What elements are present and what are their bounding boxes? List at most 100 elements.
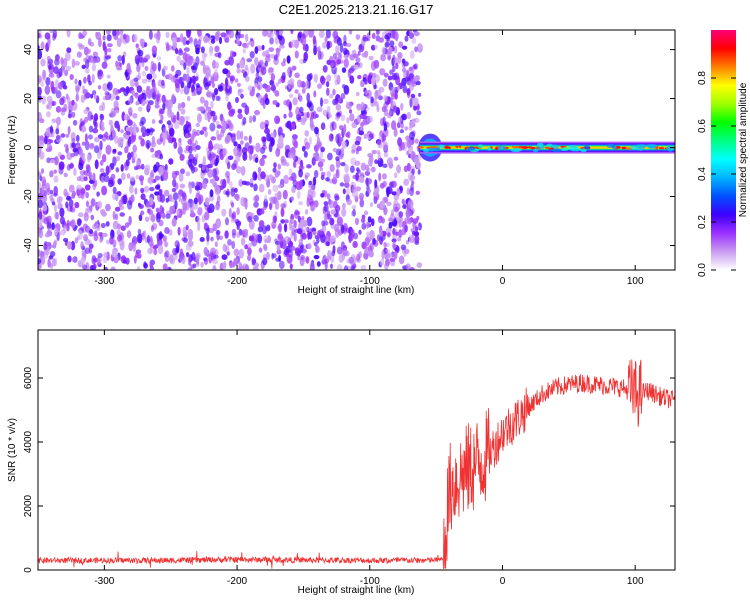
heatmap-cell — [208, 80, 212, 87]
heatmap-cell — [71, 257, 77, 263]
heatmap-cell — [83, 212, 89, 222]
heatmap-cell — [276, 244, 281, 253]
heatmap-cell — [320, 174, 325, 181]
heatmap-cell — [276, 30, 280, 37]
heatmap-cell — [87, 134, 93, 140]
heatmap-cell — [102, 136, 107, 142]
heatmap-cell — [149, 127, 154, 136]
heatmap-cell — [167, 137, 172, 144]
heatmap-cell — [125, 159, 130, 167]
heatmap-cell — [70, 219, 76, 229]
heatmap-cell — [280, 207, 285, 218]
heatmap-cell — [300, 117, 307, 126]
heatmap-cell — [71, 138, 76, 143]
heatmap-cell — [377, 215, 383, 224]
heatmap-cell — [141, 132, 146, 138]
heatmap-cell — [366, 231, 370, 238]
heatmap-cell — [341, 224, 345, 234]
heatmap-cell — [285, 245, 291, 254]
heatmap-cell — [393, 251, 398, 260]
x-tick-label: -300 — [94, 276, 114, 287]
figure-title: C2E1.2025.213.21.16.G17 — [279, 2, 434, 17]
heatmap-cell — [133, 77, 139, 82]
heatmap-cell — [180, 102, 186, 109]
heatmap-cell — [306, 197, 310, 208]
heatmap-cell — [172, 205, 176, 212]
heatmap-cell — [135, 43, 139, 48]
heatmap-cell — [225, 217, 229, 226]
heatmap-cell — [58, 67, 63, 78]
heatmap-cell — [320, 122, 326, 130]
heatmap-cell — [195, 122, 200, 128]
heatmap-cell — [206, 233, 210, 242]
heatmap-cell — [319, 150, 324, 159]
heatmap-cell — [93, 137, 100, 143]
heatmap-cell — [107, 48, 112, 53]
heatmap-cell — [96, 256, 101, 266]
heatmap-cell — [185, 252, 190, 258]
heatmap-cell — [338, 137, 344, 142]
heatmap-cell — [411, 230, 416, 236]
heatmap-cell — [235, 166, 242, 174]
heatmap-cell — [156, 56, 162, 61]
heatmap-cell — [273, 215, 277, 223]
heatmap-cell — [260, 171, 266, 180]
heatmap-cell — [51, 222, 55, 230]
heatmap-cell — [79, 170, 86, 176]
heatmap-cell — [249, 115, 253, 124]
heatmap-cell — [73, 167, 77, 176]
heatmap-cell — [308, 180, 312, 186]
heatmap-cell — [59, 97, 65, 106]
colorbar-tick-label: 0.8 — [697, 71, 708, 85]
heatmap-cell — [379, 68, 386, 76]
heatmap-cell — [71, 99, 75, 106]
heatmap-cell — [66, 30, 71, 38]
heatmap-cell — [477, 144, 484, 149]
y-tick-label: -20 — [23, 189, 34, 204]
heatmap-cell — [309, 119, 314, 129]
heatmap-cell — [377, 140, 382, 146]
heatmap-cell — [46, 55, 51, 62]
heatmap-cell — [400, 244, 407, 251]
heatmap-cell — [80, 241, 84, 249]
heatmap-cell — [382, 78, 388, 87]
heatmap-cell — [337, 37, 342, 46]
heatmap-cell — [55, 106, 62, 113]
heatmap-cell — [119, 212, 125, 217]
heatmap-cell — [144, 65, 149, 71]
heatmap-cell — [209, 252, 215, 257]
colorbar: 0.0 0.2 0.4 0.6 0.8 Normalized spectral ampl… — [697, 30, 749, 277]
x-tick-label: 100 — [627, 576, 644, 587]
heatmap-cell — [389, 40, 395, 47]
heatmap-cell — [274, 90, 280, 97]
heatmap-cell — [38, 181, 42, 190]
heatmap-cell — [221, 254, 228, 260]
heatmap-cell — [62, 85, 68, 90]
heatmap-cell — [292, 179, 298, 186]
heatmap-cell — [337, 97, 342, 104]
heatmap-cell — [209, 156, 216, 166]
heatmap-cell — [212, 254, 219, 259]
heatmap-cell — [154, 191, 160, 196]
heatmap-cell — [141, 78, 148, 84]
heatmap-cell — [174, 48, 179, 55]
heatmap-cell — [330, 263, 333, 269]
heatmap-cell — [166, 108, 173, 118]
heatmap-cell — [323, 214, 328, 223]
heatmap-cell — [387, 75, 393, 81]
heatmap-cell — [345, 101, 350, 107]
heatmap-cell — [247, 247, 252, 256]
heatmap-cell — [225, 86, 231, 97]
heatmap-cell — [225, 171, 230, 178]
heatmap-cell — [190, 165, 196, 174]
heatmap-cell — [49, 251, 56, 257]
heatmap-cell — [312, 176, 317, 186]
heatmap-cell — [136, 64, 141, 73]
heatmap-cell — [459, 145, 462, 148]
heatmap-cell — [253, 201, 259, 208]
heatmap-cell — [354, 160, 361, 166]
heatmap-cell — [324, 36, 328, 43]
heatmap-cell — [550, 144, 560, 149]
heatmap-cell — [395, 32, 399, 42]
